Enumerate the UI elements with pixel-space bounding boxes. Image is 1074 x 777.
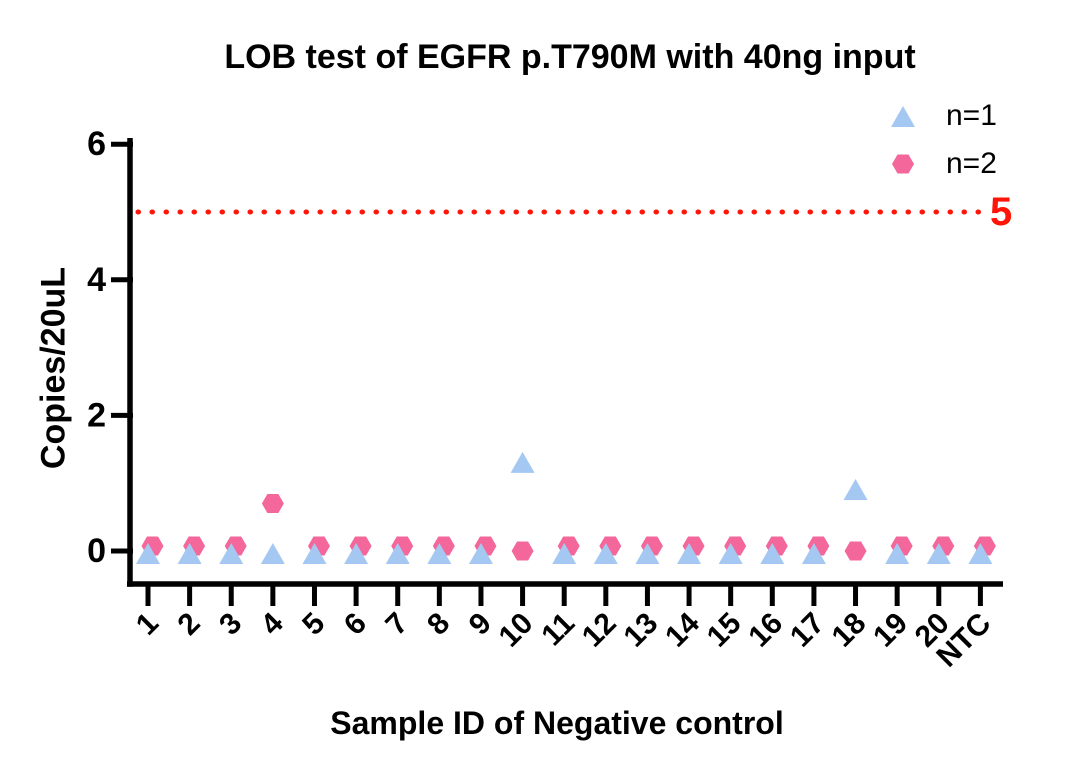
x-tick-label: 10 [493,607,540,654]
legend-label: n=2 [946,146,997,180]
x-tick-label: 16 [742,607,789,654]
data-point-triangle [718,543,743,564]
x-tick-label: 13 [617,607,664,654]
x-tick-label: 19 [867,607,914,654]
data-point-hexagon [261,494,284,514]
data-point-triangle [968,543,993,564]
triangle-glyph [891,105,915,127]
data-point-triangle [510,451,535,473]
data-point-triangle [427,543,452,564]
chart-title: LOB test of EGFR p.T790M with 40ng input [224,38,916,76]
x-tick-label: 7 [380,607,415,642]
data-point-triangle [177,543,202,564]
data-point-hexagon [844,541,867,561]
data-point-triangle [843,478,868,500]
data-point-triangle [593,543,618,564]
x-tick-label: 8 [421,607,456,642]
data-point-triangle [801,543,826,564]
data-point-triangle [136,543,160,564]
legend-label: n=1 [946,98,997,132]
triangle-icon [891,105,915,127]
data-point-triangle [760,543,785,564]
data-point-triangle [552,543,577,564]
threshold-label: 5 [990,190,1012,234]
legend-entry: n=2 [888,144,997,183]
data-point-triangle [344,543,369,564]
x-tick-label: 12 [576,607,623,654]
legend: n=1 n=2 [888,96,997,183]
data-point-hexagon [511,541,534,561]
y-tick-label: 2 [87,396,106,434]
x-tick-label: 15 [701,607,748,654]
x-tick-label: 4 [255,606,290,641]
x-tick-label: 3 [213,607,248,642]
y-tick-label: 6 [87,125,106,163]
x-axis-title: Sample ID of Negative control [330,705,784,741]
x-tick-label: 18 [826,607,873,654]
x-tick-label: 9 [463,607,498,642]
y-tick-label: 0 [87,532,106,570]
hexagon-icon [892,154,914,173]
x-tick-label: 2 [171,607,206,642]
x-tick-label: 5 [296,607,331,642]
x-tick-label: 14 [659,606,706,653]
y-axis-title: Copies/20uL [34,266,73,470]
data-point-triangle [885,543,910,564]
x-tick-label: 6 [338,607,373,642]
data-point-triangle [385,543,410,564]
data-point-triangle [677,543,702,564]
y-tick-label: 4 [87,261,106,299]
data-point-triangle [468,543,493,564]
legend-entry: n=1 [888,96,997,135]
data-point-triangle [219,543,244,564]
data-point-triangle [260,543,285,564]
x-tick-label: 17 [784,607,831,654]
data-point-triangle [302,543,327,564]
hexagon-glyph [892,154,914,173]
data-point-triangle [926,543,951,564]
data-point-triangle [635,543,660,564]
x-tick-label: 11 [535,607,581,653]
x-tick-label: 1 [130,607,165,642]
